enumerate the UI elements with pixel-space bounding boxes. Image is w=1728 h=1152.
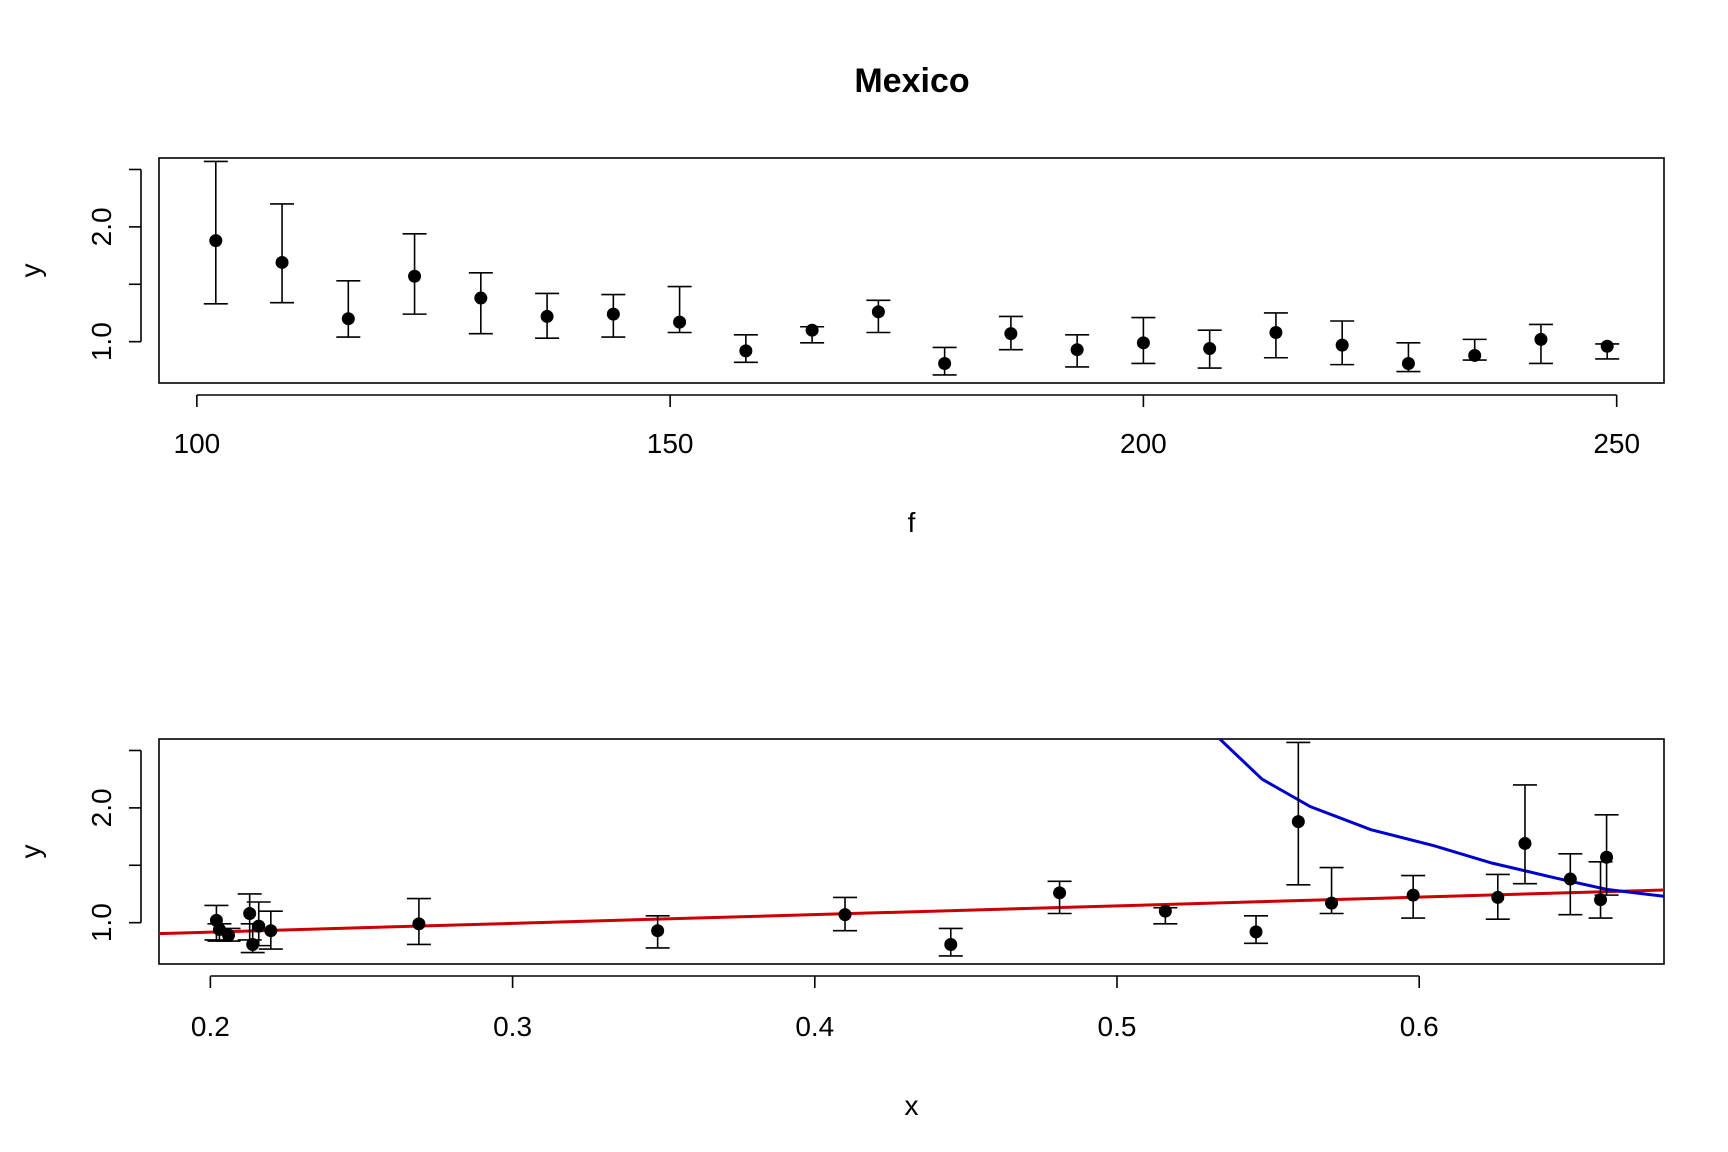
data-point <box>1291 815 1305 829</box>
data-point <box>1491 890 1505 904</box>
data-point <box>1325 896 1339 910</box>
y-axis-label: y <box>15 845 46 859</box>
data-point <box>408 269 422 283</box>
plot-frame <box>158 157 1665 384</box>
data-point <box>1158 904 1172 918</box>
y-tick-label: 1.0 <box>86 903 117 942</box>
x-tick-label: 0.6 <box>1400 1011 1439 1042</box>
y-tick-label: 2.0 <box>86 788 117 827</box>
data-point <box>209 234 223 248</box>
data-point <box>1468 348 1482 362</box>
data-point <box>651 924 665 938</box>
data-point <box>838 908 852 922</box>
error-bar <box>336 280 361 338</box>
data-point <box>1406 888 1420 902</box>
bottom-panel: 0.2 0.3 0.4 0.5 0.6 1.0 2.0 x y <box>15 738 1665 1121</box>
chart-title: Mexico <box>854 62 969 100</box>
data-point <box>246 937 260 951</box>
x-tick-label: 200 <box>1120 428 1167 459</box>
data-point <box>1249 925 1263 939</box>
y-tick-label: 1.0 <box>86 322 117 361</box>
x-tick-label: 0.3 <box>493 1011 532 1042</box>
x-tick-label: 0.5 <box>1098 1011 1137 1042</box>
data-point <box>739 344 753 358</box>
x-axis-label: x <box>905 1090 919 1121</box>
fit-line-blue <box>1218 739 1664 898</box>
data-point <box>1518 836 1532 850</box>
data-point <box>1600 339 1614 353</box>
data-point <box>222 928 236 942</box>
x-tick-label: 100 <box>174 428 221 459</box>
top-panel: 100 150 200 250 1.0 2.0 f y <box>15 157 1665 538</box>
data-point <box>1534 332 1548 346</box>
x-axis-label: f <box>908 507 916 538</box>
error-bar <box>1512 784 1537 885</box>
plot-frame <box>158 738 1665 965</box>
data-point <box>1053 886 1067 900</box>
data-point <box>1401 356 1415 370</box>
data-point <box>938 356 952 370</box>
x-tick-label: 0.2 <box>191 1011 230 1042</box>
fit-line-red <box>159 888 1664 936</box>
data-point <box>1600 850 1614 864</box>
data-point <box>341 312 355 326</box>
data-point <box>673 315 687 329</box>
y-axis-label: y <box>15 264 46 278</box>
x-tick-label: 0.4 <box>795 1011 834 1042</box>
data-point <box>412 917 426 931</box>
data-point <box>252 919 266 933</box>
data-point <box>264 924 278 938</box>
y-tick-label: 2.0 <box>86 207 117 246</box>
data-point <box>944 937 958 951</box>
x-tick-label: 150 <box>647 428 694 459</box>
data-point <box>606 307 620 321</box>
data-point <box>1203 342 1217 356</box>
data-point <box>1594 893 1608 907</box>
error-bar <box>1286 741 1311 886</box>
data-point <box>871 305 885 319</box>
data-point <box>1004 327 1018 341</box>
data-point <box>243 906 257 920</box>
data-point <box>1070 343 1084 357</box>
data-point <box>1136 336 1150 350</box>
data-point <box>275 255 289 269</box>
data-point <box>474 291 488 305</box>
error-bar <box>270 203 295 304</box>
data-point <box>540 309 554 323</box>
x-tick-label: 250 <box>1593 428 1640 459</box>
data-point <box>1335 338 1349 352</box>
data-point <box>1269 325 1283 339</box>
data-point <box>805 323 819 337</box>
data-point <box>1563 872 1577 886</box>
error-bar <box>203 160 228 305</box>
